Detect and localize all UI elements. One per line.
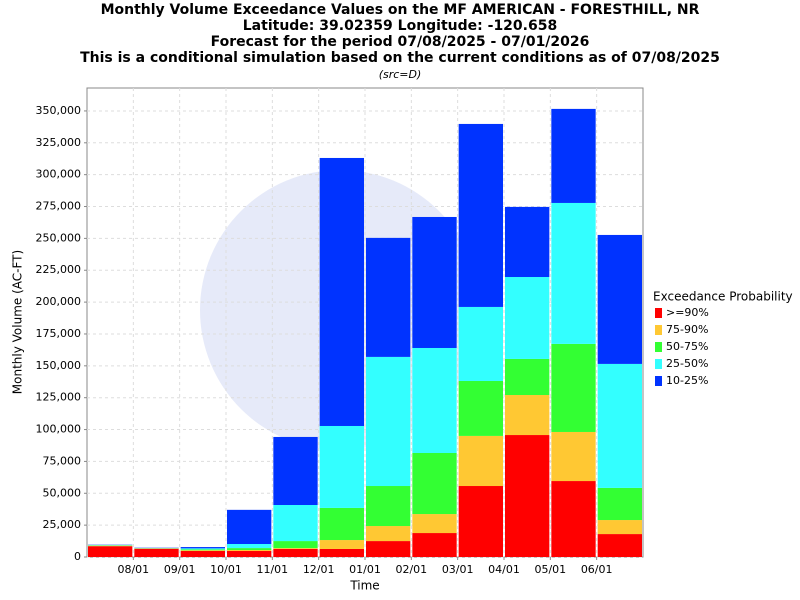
bar-segment <box>597 234 642 364</box>
bar-segment <box>273 548 318 557</box>
bar-segment <box>458 486 503 557</box>
y-tick-label: 100,000 <box>36 423 82 436</box>
bar-segment <box>412 347 457 454</box>
y-tick-label: 225,000 <box>36 263 82 276</box>
legend-label: 50-75% <box>666 340 708 353</box>
bar-segment <box>551 202 596 344</box>
bar-segment <box>597 487 642 521</box>
y-tick-label: 325,000 <box>36 136 82 149</box>
bar-segment <box>366 541 411 557</box>
bar-segment <box>227 548 272 550</box>
x-tick-label: 09/01 <box>164 563 196 576</box>
bar-segment <box>319 507 364 541</box>
x-tick-label: 03/01 <box>442 563 474 576</box>
chart-subtitle: Latitude: 39.02359 Longitude: -120.658 <box>243 18 557 34</box>
bar-segment <box>505 277 550 359</box>
y-tick-label: 275,000 <box>36 200 82 213</box>
bar-segment <box>227 551 272 557</box>
x-tick-label: 11/01 <box>256 563 288 576</box>
bar-segment <box>412 453 457 515</box>
bar-segment <box>227 544 272 549</box>
bar-segment <box>551 481 596 557</box>
legend-label: 25-50% <box>666 357 708 370</box>
bar-segment <box>366 356 411 487</box>
y-tick-label: 250,000 <box>36 231 82 244</box>
bar-segment <box>180 550 225 552</box>
x-tick-label: 06/01 <box>581 563 613 576</box>
bar-segment <box>180 547 225 549</box>
bar-segment <box>273 505 318 542</box>
y-tick-label: 150,000 <box>36 359 82 372</box>
x-axis-label: Time <box>349 579 379 593</box>
bar-segment <box>319 540 364 549</box>
bar-segment <box>505 395 550 436</box>
x-tick-label: 08/01 <box>117 563 149 576</box>
bar-segment <box>88 545 133 547</box>
y-tick-label: 300,000 <box>36 168 82 181</box>
bar-segment <box>180 549 225 551</box>
bar-segment <box>597 534 642 557</box>
bar-segment <box>412 533 457 557</box>
legend-label: 10-25% <box>666 374 708 387</box>
bar-segment <box>412 514 457 534</box>
y-tick-label: 75,000 <box>43 454 82 467</box>
y-tick-label: 125,000 <box>36 391 82 404</box>
x-tick-label: 12/01 <box>303 563 335 576</box>
bar-segment <box>273 548 318 549</box>
bar-segment <box>412 216 457 348</box>
bar-segment <box>458 380 503 436</box>
x-tick-label: 05/01 <box>534 563 566 576</box>
bar-segment <box>505 435 550 557</box>
x-tick-label: 01/01 <box>349 563 381 576</box>
bar-segment <box>180 548 225 550</box>
chart-title: Monthly Volume Exceedance Values on the … <box>101 2 700 18</box>
bar-segment <box>551 431 596 482</box>
legend-swatch <box>655 342 662 352</box>
bar-segment <box>551 108 596 203</box>
bar-segment <box>458 306 503 381</box>
bar-segment <box>134 548 179 557</box>
bar-segment <box>319 548 364 557</box>
bar-segment <box>227 549 272 552</box>
bar-segment <box>227 509 272 545</box>
bar-segment <box>597 363 642 488</box>
legend-title: Exceedance Probability <box>653 290 793 304</box>
bar-segment <box>505 358 550 396</box>
y-tick-label: 50,000 <box>43 486 82 499</box>
bar-segment <box>180 551 225 557</box>
x-tick-label: 10/01 <box>210 563 242 576</box>
bar-segment <box>366 486 411 527</box>
y-tick-label: 0 <box>74 550 81 563</box>
bar-segment <box>551 343 596 432</box>
legend-swatch <box>655 376 662 386</box>
bar-segment <box>458 435 503 487</box>
y-axis-label: Monthly Volume (AC-FT) <box>11 250 25 394</box>
x-tick-label: 04/01 <box>488 563 520 576</box>
y-tick-label: 200,000 <box>36 295 82 308</box>
chart-subtitle: Forecast for the period 07/08/2025 - 07/… <box>211 34 590 50</box>
legend-swatch <box>655 359 662 369</box>
bar-segment <box>88 546 133 557</box>
x-tick-label: 02/01 <box>395 563 427 576</box>
bar-segment <box>458 123 503 307</box>
bar-segment <box>366 237 411 357</box>
y-tick-label: 175,000 <box>36 327 82 340</box>
bar-segment <box>273 436 318 506</box>
bar-segment <box>505 206 550 278</box>
bar-segment <box>597 520 642 535</box>
bar-segment <box>319 157 364 426</box>
legend-label: 75-90% <box>666 323 708 336</box>
bar-segment <box>366 526 411 542</box>
legend-swatch <box>655 325 662 335</box>
bar-segment <box>319 425 364 508</box>
source-note: (src=D) <box>379 68 422 81</box>
y-tick-label: 25,000 <box>43 518 82 531</box>
legend-swatch <box>655 308 662 318</box>
y-tick-label: 350,000 <box>36 104 82 117</box>
bar-segment <box>273 541 318 549</box>
legend-label: >=90% <box>666 306 709 319</box>
chart-subtitle: This is a conditional simulation based o… <box>80 50 720 66</box>
